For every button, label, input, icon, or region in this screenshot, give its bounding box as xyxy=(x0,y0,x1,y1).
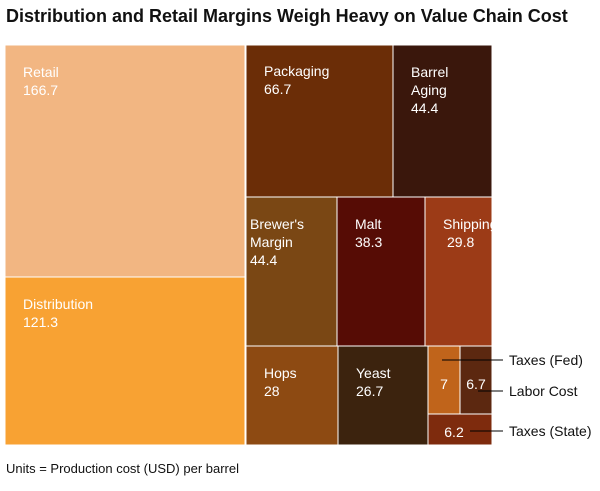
tile-distribution xyxy=(4,276,246,446)
tile-label-brewer-s-margin-line2: Margin xyxy=(250,234,293,250)
tile-value-shipping: 29.8 xyxy=(447,234,474,250)
tile-value-labor-cost: 6.7 xyxy=(466,376,486,392)
tile-label-shipping: Shipping xyxy=(443,216,498,232)
tile-label-malt: Malt xyxy=(355,216,382,232)
tile-shipping xyxy=(424,196,493,347)
tile-label-brewer-s-margin-line1: Brewer's xyxy=(250,216,304,232)
tile-taxes-state xyxy=(427,413,493,446)
tile-yeast xyxy=(337,345,429,446)
tile-label-yeast: Yeast xyxy=(356,365,391,381)
tile-value-taxes-fed: 7 xyxy=(440,376,448,392)
tile-malt xyxy=(336,196,426,347)
chart-title: Distribution and Retail Margins Weigh He… xyxy=(6,6,568,26)
tile-label-barrel-aging-line1: Barrel xyxy=(411,64,448,80)
tile-label-packaging: Packaging xyxy=(264,63,329,79)
tile-value-retail: 166.7 xyxy=(23,82,58,98)
tile-value-brewer-s-margin: 44.4 xyxy=(250,252,277,268)
tile-value-hops: 28 xyxy=(264,383,280,399)
callout-label-taxes-state: Taxes (State) xyxy=(509,423,591,439)
tile-label-hops: Hops xyxy=(264,365,297,381)
units-note: Units = Production cost (USD) per barrel xyxy=(6,461,240,476)
tile-value-yeast: 26.7 xyxy=(356,383,383,399)
tile-barrel-aging xyxy=(392,44,493,198)
tile-label-distribution: Distribution xyxy=(23,296,93,312)
tile-brewer-s-margin xyxy=(245,196,338,347)
tile-value-packaging: 66.7 xyxy=(264,81,291,97)
tile-value-barrel-aging: 44.4 xyxy=(411,100,438,116)
tile-taxes-fed xyxy=(427,345,461,415)
tile-value-malt: 38.3 xyxy=(355,234,382,250)
callout-label-taxes-fed: Taxes (Fed) xyxy=(509,352,583,368)
tile-hops xyxy=(245,345,339,446)
tile-label-barrel-aging-line2: Aging xyxy=(411,82,447,98)
tile-label-retail: Retail xyxy=(23,64,59,80)
tile-retail xyxy=(4,44,246,278)
callout-label-labor-cost: Labor Cost xyxy=(509,383,578,399)
tile-value-taxes-state: 6.2 xyxy=(444,424,464,440)
tile-value-distribution: 121.3 xyxy=(23,314,58,330)
